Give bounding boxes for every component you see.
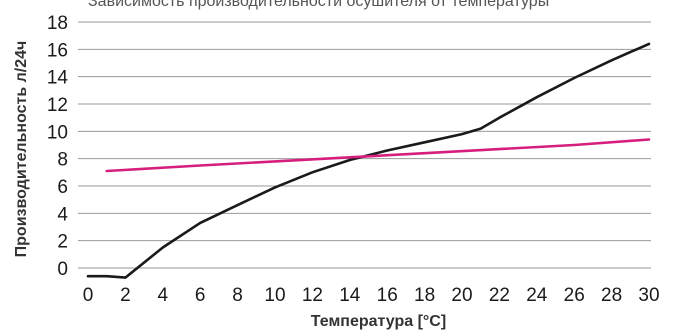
y-tick-label-14: 14: [47, 68, 69, 89]
x-tick-label-18: 18: [414, 285, 435, 306]
x-tick-label-10: 10: [264, 285, 285, 306]
series-line-1: [86, 42, 651, 279]
x-tick-labels: 0 2 4 6 8 10 12 14 16 18 20 22 24 26 28 30: [83, 285, 660, 306]
x-tick-label-14: 14: [339, 285, 361, 306]
y-tick-labels: 0 2 4 6 8 10 12 14 16 18: [47, 13, 69, 280]
x-tick-label-2: 2: [120, 285, 131, 306]
y-tick-label-10: 10: [47, 122, 68, 143]
x-tick-label-8: 8: [232, 285, 243, 306]
x-tick-label-22: 22: [489, 285, 510, 306]
series-line-2: [105, 138, 651, 173]
y-axis-title: Производительность л/24ч: [13, 41, 30, 258]
x-tick-label-24: 24: [526, 285, 548, 306]
x-tick-label-26: 26: [564, 285, 585, 306]
y-tick-label-6: 6: [57, 177, 68, 198]
x-tick-label-20: 20: [451, 285, 472, 306]
y-tick-label-18: 18: [47, 13, 68, 34]
y-tick-label-8: 8: [57, 150, 68, 171]
x-tick-label-16: 16: [377, 285, 398, 306]
x-tick-label-4: 4: [158, 285, 169, 306]
x-tick-label-6: 6: [195, 285, 206, 306]
y-tick-label-0: 0: [57, 259, 68, 280]
x-tick-label-0: 0: [83, 285, 94, 306]
x-tick-label-12: 12: [302, 285, 323, 306]
x-axis-title: Температура [°C]: [311, 313, 446, 330]
series-group: [86, 42, 651, 279]
y-tick-label-12: 12: [47, 95, 68, 116]
y-tick-label-4: 4: [57, 204, 68, 225]
top-caption: Зависимость производительности осушителя…: [88, 0, 549, 10]
y-tick-label-16: 16: [47, 40, 68, 61]
x-tick-label-30: 30: [638, 285, 659, 306]
x-tick-label-28: 28: [601, 285, 622, 306]
y-tick-label-2: 2: [57, 232, 68, 253]
